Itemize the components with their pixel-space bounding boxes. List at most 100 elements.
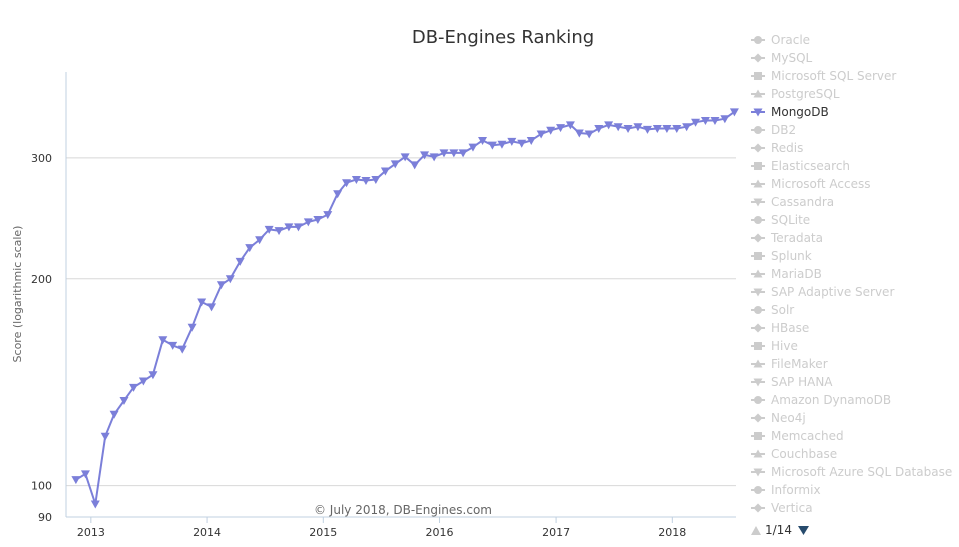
data-point-2013-05[interactable] [129, 383, 139, 392]
data-point-2015-03[interactable] [342, 179, 352, 188]
data-point-2012-11[interactable] [71, 476, 81, 485]
data-point-2014-11[interactable] [303, 218, 313, 227]
data-point-2015-08[interactable] [390, 160, 400, 169]
data-point-2014-04[interactable] [235, 257, 245, 266]
data-point-2014-05[interactable] [245, 244, 255, 253]
data-point-2015-07[interactable] [380, 167, 390, 176]
legend-item-mongodb[interactable]: MongoDB [751, 105, 829, 119]
data-point-2015-06[interactable] [371, 175, 381, 184]
data-point-2016-10[interactable] [526, 136, 536, 145]
data-point-2014-10[interactable] [293, 223, 303, 232]
data-point-2015-05[interactable] [361, 177, 371, 186]
data-point-2015-11[interactable] [420, 151, 430, 160]
data-point-2013-09[interactable] [168, 341, 178, 350]
legend-item-filemaker[interactable]: FileMaker [751, 357, 828, 371]
data-point-2016-09[interactable] [517, 139, 527, 148]
legend-item-db2[interactable]: DB2 [751, 123, 796, 137]
data-point-2013-12[interactable] [197, 298, 207, 307]
legend-item-microsoft-access[interactable]: Microsoft Access [751, 177, 871, 191]
legend-page-down-icon[interactable] [798, 526, 809, 535]
data-point-2016-11[interactable] [536, 130, 546, 139]
data-point-2017-09[interactable] [633, 123, 643, 132]
data-point-2018-02[interactable] [682, 123, 692, 132]
data-point-2018-04[interactable] [700, 116, 710, 125]
legend-item-neo4j[interactable]: Neo4j [751, 411, 806, 425]
data-point-2013-10[interactable] [177, 345, 187, 354]
data-point-2017-12[interactable] [662, 124, 672, 133]
data-point-2016-03[interactable] [458, 149, 468, 158]
legend-item-postgresql[interactable]: PostgreSQL [751, 87, 840, 101]
data-point-2014-01[interactable] [207, 303, 217, 312]
data-point-2017-05[interactable] [594, 124, 604, 133]
data-point-2018-06[interactable] [720, 115, 730, 124]
legend-item-microsoft-azure-sql-database[interactable]: Microsoft Azure SQL Database [751, 465, 952, 479]
data-point-2014-12[interactable] [313, 215, 323, 224]
data-point-2015-10[interactable] [410, 161, 420, 170]
data-point-2017-06[interactable] [604, 121, 614, 130]
data-point-2016-05[interactable] [478, 136, 488, 145]
data-point-2013-04[interactable] [119, 396, 129, 405]
data-point-2017-01[interactable] [556, 124, 566, 133]
data-point-2013-11[interactable] [187, 323, 197, 332]
data-point-2018-05[interactable] [710, 116, 720, 125]
legend-item-couchbase[interactable]: Couchbase [751, 447, 837, 461]
data-point-2017-10[interactable] [642, 125, 652, 134]
legend-item-amazon-dynamodb[interactable]: Amazon DynamoDB [751, 393, 891, 407]
legend-item-oracle[interactable]: Oracle [751, 33, 810, 47]
data-point-2016-07[interactable] [497, 140, 507, 149]
data-point-2018-01[interactable] [672, 124, 682, 133]
data-point-2013-06[interactable] [138, 377, 148, 386]
data-point-2012-12[interactable] [80, 470, 90, 479]
data-point-2013-08[interactable] [158, 336, 168, 345]
legend-item-informix[interactable]: Informix [751, 483, 821, 497]
legend-item-splunk[interactable]: Splunk [751, 249, 812, 263]
data-point-2015-04[interactable] [351, 175, 361, 184]
legend-item-cassandra[interactable]: Cassandra [751, 195, 834, 209]
legend-item-mariadb[interactable]: MariaDB [751, 267, 822, 281]
legend-item-memcached[interactable]: Memcached [751, 429, 844, 443]
data-point-2014-02[interactable] [216, 281, 226, 290]
legend-item-hive[interactable]: Hive [751, 339, 798, 353]
legend-page-up-icon[interactable] [751, 526, 761, 535]
data-point-2017-04[interactable] [584, 130, 594, 139]
legend-item-sqlite[interactable]: SQLite [751, 213, 810, 227]
data-point-2017-02[interactable] [565, 121, 575, 130]
legend-item-sap-adaptive-server[interactable]: SAP Adaptive Server [751, 285, 894, 299]
data-point-2014-08[interactable] [274, 227, 284, 236]
data-point-2018-03[interactable] [691, 118, 701, 127]
data-point-2014-09[interactable] [284, 223, 294, 232]
legend-item-elasticsearch[interactable]: Elasticsearch [751, 159, 850, 173]
data-point-2014-06[interactable] [255, 236, 265, 245]
legend-item-sap-hana[interactable]: SAP HANA [751, 375, 833, 389]
legend-label: Microsoft Access [771, 177, 871, 191]
legend-label: SAP Adaptive Server [771, 285, 894, 299]
data-point-2017-07[interactable] [613, 123, 623, 132]
data-point-2014-03[interactable] [225, 275, 235, 284]
data-point-2016-12[interactable] [546, 126, 556, 135]
data-point-2017-08[interactable] [623, 124, 633, 133]
legend-item-teradata[interactable]: Teradata [751, 231, 823, 245]
data-point-2013-07[interactable] [148, 371, 158, 380]
data-point-2015-02[interactable] [333, 190, 343, 199]
legend-item-hbase[interactable]: HBase [751, 321, 809, 335]
data-point-2017-03[interactable] [574, 129, 584, 138]
data-point-2017-11[interactable] [652, 124, 662, 133]
legend-item-microsoft-sql-server[interactable]: Microsoft SQL Server [751, 69, 896, 83]
data-point-2016-02[interactable] [449, 149, 459, 158]
data-point-2014-07[interactable] [264, 225, 274, 234]
data-point-2013-02[interactable] [100, 432, 110, 441]
legend-item-mysql[interactable]: MySQL [751, 51, 813, 65]
data-point-2015-12[interactable] [429, 153, 439, 162]
data-point-2013-03[interactable] [109, 410, 119, 419]
data-point-2015-09[interactable] [400, 153, 410, 162]
data-point-2016-08[interactable] [507, 137, 517, 146]
legend-item-vertica[interactable]: Vertica [751, 501, 813, 515]
legend-item-redis[interactable]: Redis [751, 141, 803, 155]
data-point-2016-01[interactable] [439, 149, 449, 158]
legend-item-solr[interactable]: Solr [751, 303, 794, 317]
data-point-2015-01[interactable] [323, 211, 333, 220]
data-point-2018-07[interactable] [729, 108, 739, 117]
data-point-2013-01[interactable] [90, 500, 100, 509]
data-point-2016-06[interactable] [487, 141, 497, 150]
data-point-2016-04[interactable] [468, 143, 478, 152]
